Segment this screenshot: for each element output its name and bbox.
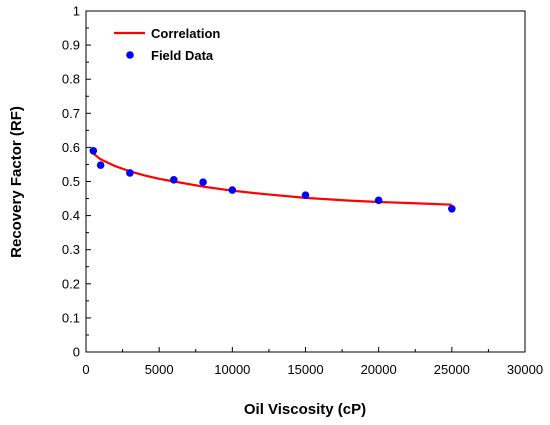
field-data-point (126, 169, 134, 177)
field-data-point (448, 204, 456, 213)
y-tick-label: 0.5 (62, 174, 80, 189)
y-tick-label: 0.1 (62, 310, 80, 325)
y-tick-label: 0.2 (62, 276, 80, 291)
y-tick-label: 1 (73, 4, 80, 19)
field-data-point (228, 186, 237, 194)
y-tick-label: 0 (73, 345, 80, 360)
y-tick-label: 0.4 (62, 208, 80, 223)
y-tick-label: 0.9 (62, 38, 80, 53)
x-tick-label: 20000 (361, 362, 397, 377)
field-data-point (374, 196, 383, 205)
field-data-point (170, 175, 178, 184)
legend-label-field-data: Field Data (151, 48, 214, 63)
series-layer (89, 147, 456, 213)
x-axis-title: Oil Viscosity (cP) (244, 401, 366, 418)
x-tick-label: 0 (82, 362, 89, 377)
y-axis: 0 0.1 0.2 0.3 0.4 0.5 0.6 0.7 0.8 0.9 1 (62, 4, 91, 360)
x-tick-label: 30000 (507, 362, 543, 377)
x-tick-label: 15000 (287, 362, 323, 377)
correlation-line (92, 152, 452, 206)
y-tick-label: 0.8 (62, 72, 80, 87)
y-axis-title: Recovery Factor (RF) (8, 106, 25, 258)
legend: Correlation Field Data (114, 26, 220, 63)
field-data-point (89, 147, 98, 155)
legend-label-correlation: Correlation (151, 26, 220, 41)
x-tick-label: 25000 (434, 362, 470, 377)
y-tick-label: 0.3 (62, 242, 80, 257)
field-data-point (301, 191, 310, 199)
x-tick-label: 5000 (145, 362, 174, 377)
legend-dot-swatch (126, 51, 134, 59)
field-data-point (96, 161, 105, 169)
x-axis: 0 5000 10000 15000 20000 25000 30000 (82, 347, 543, 377)
y-tick-label: 0.7 (62, 106, 80, 121)
x-tick-label: 10000 (214, 362, 250, 377)
field-data-point (199, 178, 207, 186)
y-tick-label: 0.6 (62, 140, 80, 155)
